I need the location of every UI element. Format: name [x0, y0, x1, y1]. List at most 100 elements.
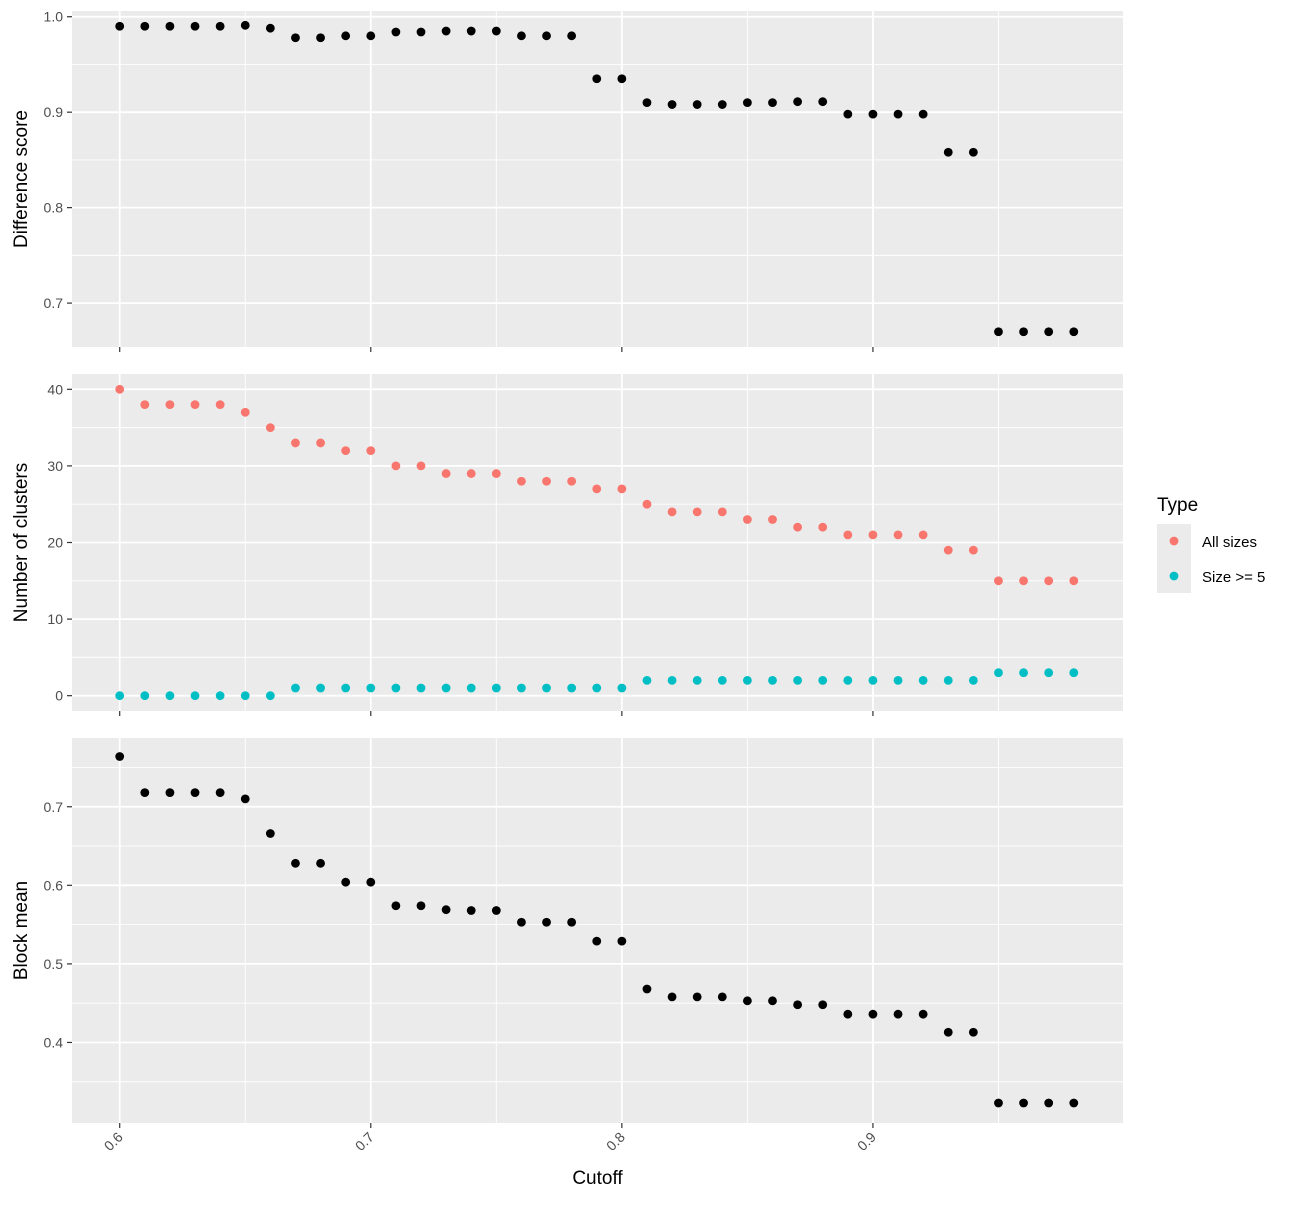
panel-2-series-2-point [1019, 668, 1028, 678]
panel-3-series-1-point [918, 1009, 928, 1019]
panel-2-series-1-point [918, 530, 928, 540]
panel-2-series-2-point [441, 683, 451, 693]
panel-1-series-1-point [592, 74, 602, 84]
panel-1-series-1-point [391, 27, 401, 37]
panel-3-series-1-point [1069, 1098, 1079, 1108]
panel-1-series-1-point [793, 97, 803, 107]
panel-3-series-1-point [692, 992, 702, 1002]
panel-3-series-1-point [517, 917, 526, 927]
panel-2-series-1-point [592, 484, 602, 494]
panel-1-y-tick-label: 1.0 [44, 9, 64, 25]
panel-2-series-2-point [391, 683, 401, 693]
panel-2-series-2-point [968, 675, 978, 685]
panel-2-series-1-point [491, 469, 501, 478]
panel-2-series-2-point [692, 675, 702, 685]
panel-1-series-1-point [968, 147, 978, 157]
panel-1-series-1-point [994, 327, 1003, 337]
panel-1-series-1-point [868, 109, 878, 119]
panel-1-series-1-point [491, 26, 501, 36]
panel-2-series-1-point [893, 530, 903, 540]
panel-3-y-tick-label: 0.7 [44, 799, 64, 815]
panel-3-series-1-point [742, 996, 752, 1006]
panel-3-series-1-point [140, 788, 150, 798]
panel-3-series-1-point [592, 936, 602, 946]
legend-key-background [1157, 524, 1191, 593]
panel-1-y-tick-label: 0.8 [44, 200, 64, 216]
panel-1-series-1-point [291, 33, 300, 43]
panel-1-series-1-point [1019, 327, 1028, 337]
panel-3-series-1-point [391, 901, 401, 911]
panel-2-series-2-point [1044, 668, 1054, 678]
panel-2-series-2-point [994, 668, 1003, 678]
x-axis-title: Cutoff [572, 1168, 623, 1189]
panel-2-series-2-point [717, 675, 727, 685]
panel-2-series-1-point [517, 476, 526, 486]
panel-1-series-1-point [918, 109, 928, 119]
panel-2-series-1-point [617, 484, 627, 494]
panel-2-series-2-point [115, 691, 125, 701]
panel-3-series-1-point [441, 905, 451, 915]
panel-1-series-1-point [542, 31, 551, 41]
panel-1-series-1-point [717, 100, 727, 109]
panel-1-series-1-point [165, 21, 175, 31]
panel-1-series-1-point [265, 23, 275, 33]
panel-3-series-1-point [868, 1009, 878, 1019]
panel-2-series-1-point [742, 515, 752, 524]
panel-2-series-1-point [843, 530, 853, 540]
panel-1-series-1-point [416, 27, 426, 37]
panel-2-series-2-point [140, 691, 150, 701]
panel-1-series-1-point [1069, 327, 1079, 337]
panel-2-series-2-point [265, 691, 275, 701]
panel-1-y-tick-label: 0.9 [44, 104, 64, 120]
x-tick-label: 0.7 [352, 1129, 377, 1154]
panel-2-series-1-point [567, 476, 577, 486]
panel-2-series-1-point [316, 438, 325, 448]
panel-1-series-1-point [517, 31, 526, 41]
panel-1-y-tick-label: 0.7 [44, 295, 64, 311]
panel-3-series-1-point [190, 788, 200, 798]
panel-2-series-2-point [818, 675, 828, 685]
panel-2-series-2-point [893, 675, 903, 685]
panel-3-series-1-point [943, 1027, 953, 1037]
panel-2-y-tick-label: 0 [55, 688, 63, 704]
panel-1-series-1-point [240, 20, 250, 30]
panel-2-series-1-point [943, 545, 953, 555]
panel-3-series-1-point [843, 1009, 853, 1019]
panel-1-series-1-point [742, 98, 752, 108]
panel-2-series-2-point [542, 683, 551, 693]
panel-3-series-1-point [115, 752, 125, 761]
panel-1-series-1-point [768, 98, 777, 108]
panel-3-series-1-point [466, 906, 476, 915]
panel-3-series-1-point [366, 877, 376, 887]
panel-2-series-1-point [768, 515, 777, 524]
panel-1-series-1-point [140, 21, 150, 31]
panel-2-y-tick-label: 20 [47, 535, 63, 551]
panel-3-series-1-point [968, 1027, 978, 1037]
panel-2-series-1-point [868, 530, 878, 540]
panel-2-series-1-point [140, 400, 150, 410]
panel-3-series-1-point [291, 858, 300, 868]
panel-2-series-2-point [466, 683, 476, 693]
panel-2-series-2-point [341, 683, 351, 693]
panel-2-series-2-point [918, 675, 928, 685]
panel-3-series-1-point [1044, 1098, 1054, 1108]
panel-2-series-2-point [416, 683, 426, 693]
panel-3-series-1-point [316, 858, 325, 868]
panel-1-series-1-point [215, 21, 225, 31]
panel-1-background [72, 11, 1123, 347]
panel-3-series-1-point [642, 984, 652, 994]
panel-2-series-1-point [542, 476, 551, 486]
panel-3-series-1-point [617, 936, 627, 946]
panel-2-series-2-point [491, 683, 501, 693]
panel-1-series-1-point [667, 100, 677, 109]
panel-3-series-1-point [667, 992, 677, 1002]
panel-3-series-1-point [893, 1009, 903, 1019]
panel-2-series-2-point [868, 675, 878, 685]
panel-1-series-1-point [642, 98, 652, 108]
panel-2-series-2-point [793, 675, 803, 685]
panel-2-series-1-point [240, 407, 250, 417]
panel-2-series-1-point [165, 400, 175, 410]
panel-3-background [72, 738, 1123, 1123]
panel-3-series-1-point [567, 917, 577, 927]
panel-3-series-1-point [1019, 1098, 1028, 1108]
